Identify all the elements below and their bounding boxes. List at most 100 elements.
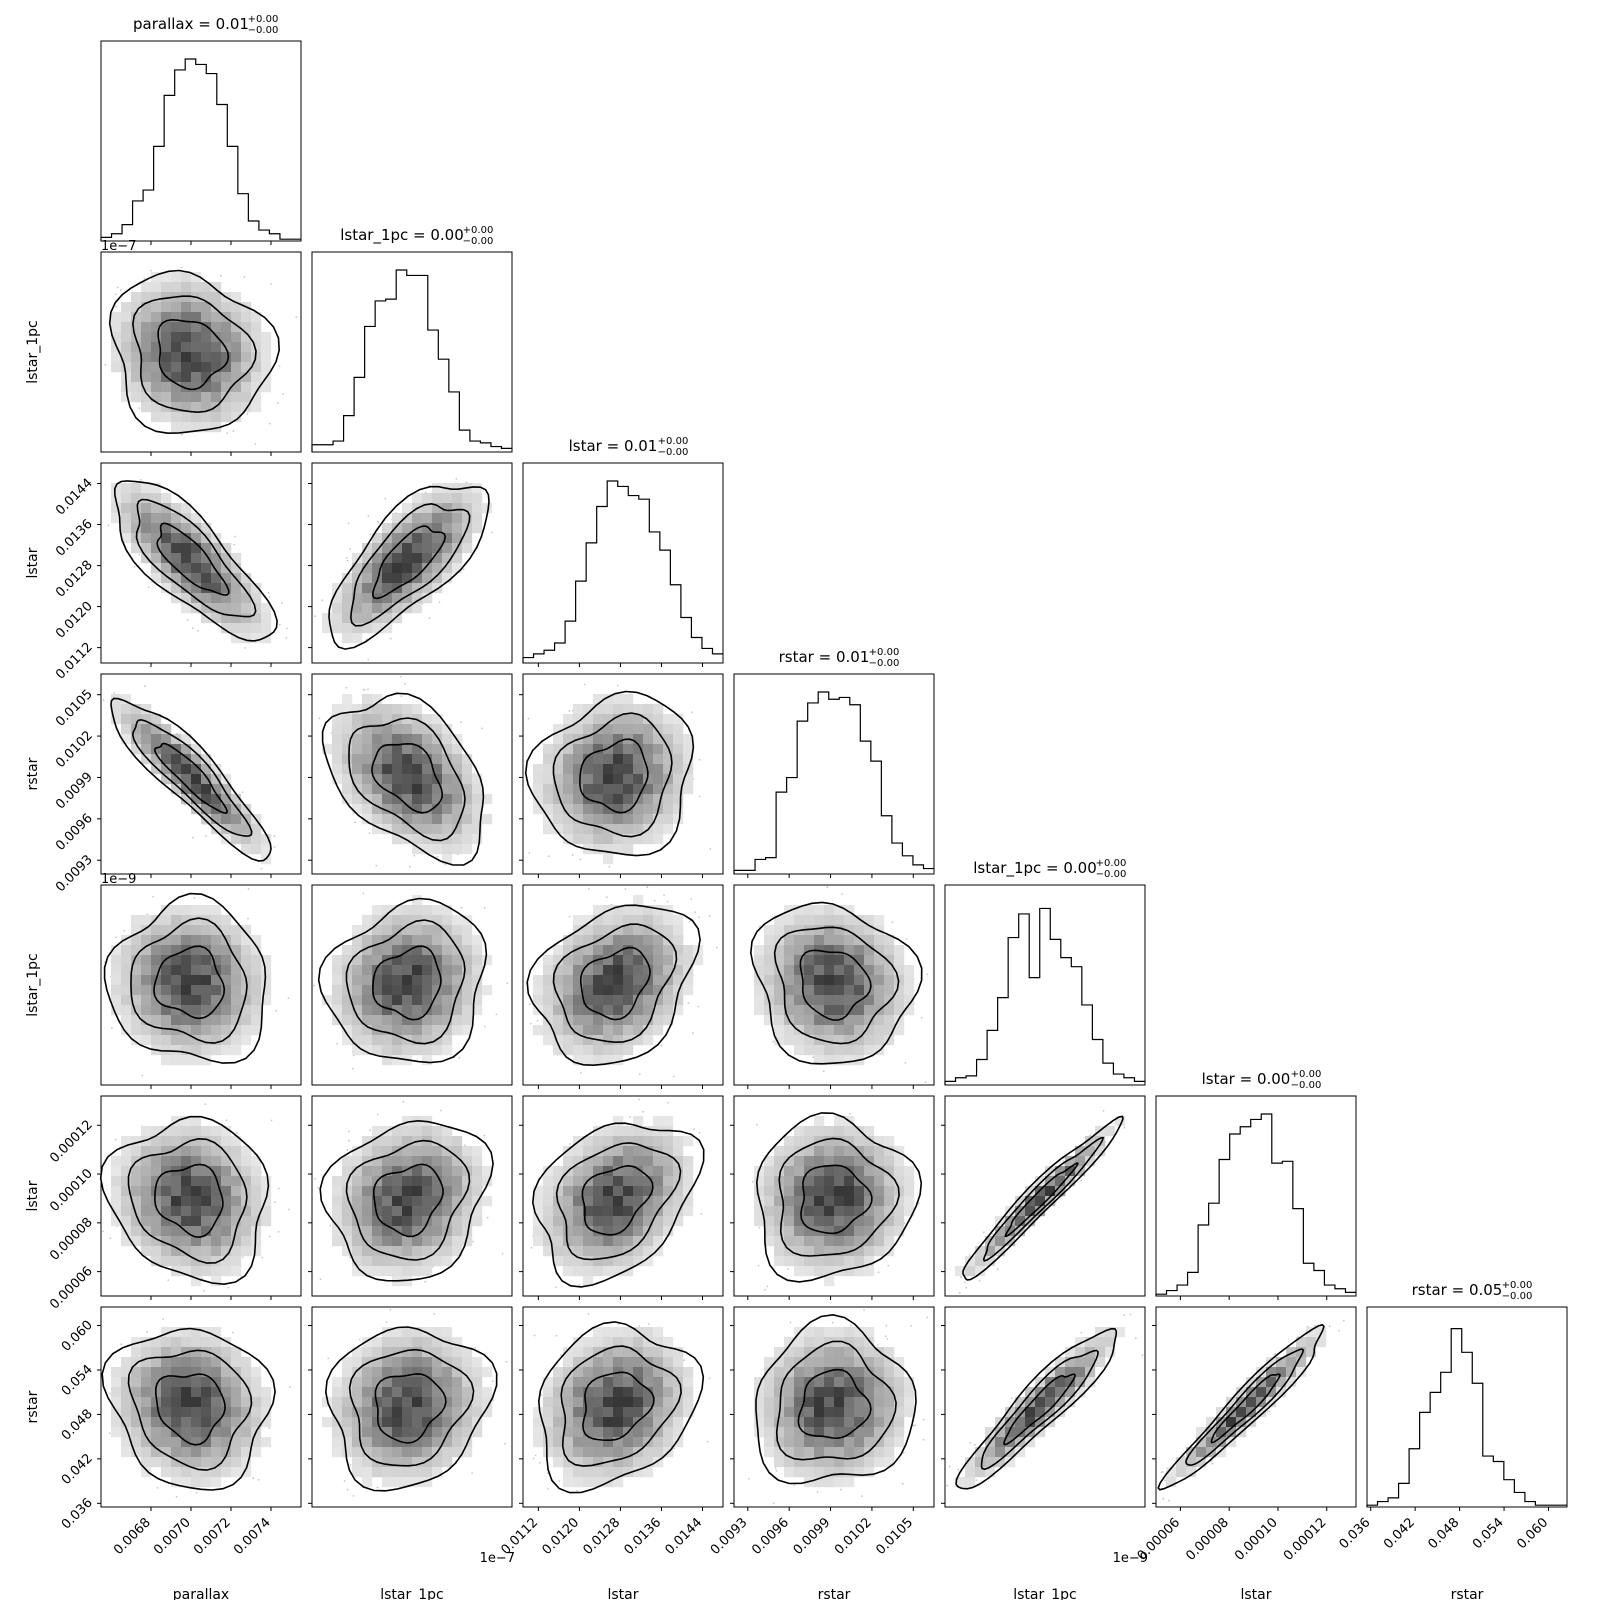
density-cell: [231, 583, 242, 594]
density-cell: [201, 754, 212, 765]
density-cell: [221, 985, 232, 996]
density-cell: [663, 1176, 674, 1187]
density-cell: [442, 1166, 453, 1177]
density-cell: [573, 1176, 584, 1187]
density-cell: [201, 1246, 212, 1257]
density-cell: [543, 794, 554, 805]
density-cell: [824, 1256, 835, 1267]
sample-point: [666, 900, 669, 903]
density-cell: [231, 412, 242, 423]
density-cell: [131, 945, 142, 956]
density-cell: [231, 925, 242, 936]
density-cell: [151, 292, 162, 303]
density-cell: [573, 744, 584, 755]
density-cell: [151, 1156, 162, 1167]
density-cell: [623, 704, 634, 715]
density-cell: [141, 1126, 152, 1137]
density-cell: [442, 824, 453, 835]
density-cell: [573, 1196, 584, 1207]
sample-point: [377, 520, 379, 523]
density-cell: [201, 402, 212, 413]
sample-point: [280, 602, 283, 604]
sample-point: [694, 911, 696, 914]
density-cell: [804, 1206, 815, 1217]
sample-point: [472, 1240, 475, 1243]
density-cell: [181, 1126, 192, 1137]
density-cell: [332, 1176, 343, 1187]
density-cell: [563, 754, 574, 765]
density-cell: [553, 1005, 564, 1016]
density-cell: [181, 784, 192, 795]
density-cell: [402, 935, 413, 946]
density-cell: [151, 513, 162, 524]
density-cell: [784, 945, 795, 956]
sample-point: [428, 617, 431, 620]
density-cell: [462, 543, 473, 554]
density-cell: [422, 493, 433, 504]
density-cell: [844, 1055, 855, 1066]
density-cell: [563, 714, 574, 725]
density-cell: [533, 1226, 544, 1237]
density-cell: [412, 965, 423, 976]
density-cell: [593, 1206, 604, 1217]
density-cell: [131, 965, 142, 976]
density-cell: [613, 814, 624, 825]
density-cell: [342, 633, 353, 644]
density-cell: [844, 1256, 855, 1267]
density-cell: [241, 322, 252, 333]
density-cell: [432, 583, 443, 594]
density-cell: [141, 493, 152, 504]
density-cell: [151, 955, 162, 966]
density-cell: [141, 312, 152, 323]
sample-point: [693, 1128, 695, 1130]
density-cell: [643, 724, 654, 735]
density-cell: [623, 754, 634, 765]
y-tick-label: 0.00012: [47, 1117, 96, 1166]
density-cell: [422, 533, 433, 544]
density-cell: [231, 352, 242, 363]
density-cell: [352, 734, 363, 745]
histogram-step-line: [522, 480, 723, 663]
density-cell: [653, 975, 664, 986]
density-cell: [623, 834, 634, 845]
density-cell: [472, 1146, 483, 1157]
density-cell: [623, 814, 634, 825]
density-cell: [804, 935, 815, 946]
density-cell: [834, 1206, 845, 1217]
density-cell: [442, 543, 453, 554]
sample-point: [536, 1019, 539, 1022]
density-cell: [141, 352, 152, 363]
density-cell: [141, 362, 152, 373]
density-cell: [342, 955, 353, 966]
density-cell: [613, 724, 624, 735]
density-cell: [372, 754, 383, 765]
contour-level-3: [153, 742, 229, 814]
density-cell: [412, 915, 423, 926]
density-cell: [392, 1246, 403, 1257]
density-cell: [352, 754, 363, 765]
density-cell: [633, 824, 644, 835]
density-cell: [432, 503, 443, 514]
density-cell: [402, 1015, 413, 1026]
density-cell: [402, 794, 413, 805]
density-cell: [151, 965, 162, 976]
density-cell: [261, 1176, 272, 1187]
density-cell: [201, 1186, 212, 1197]
density-cell: [161, 332, 172, 343]
density-cell: [382, 1196, 393, 1207]
density-cell: [392, 975, 403, 986]
density-cell: [352, 1045, 363, 1056]
density-cell: [573, 754, 584, 765]
density-cell: [241, 1025, 252, 1036]
density-cell: [221, 915, 232, 926]
density-cell: [563, 814, 574, 825]
density-cell: [161, 513, 172, 524]
density-cell: [543, 1176, 554, 1187]
density-cell: [181, 292, 192, 303]
density-cell: [221, 372, 232, 383]
density-cell: [623, 1126, 634, 1137]
density-cell: [362, 975, 373, 986]
density-cell: [663, 784, 674, 795]
density-cell: [211, 774, 222, 785]
sample-point: [555, 1286, 558, 1289]
